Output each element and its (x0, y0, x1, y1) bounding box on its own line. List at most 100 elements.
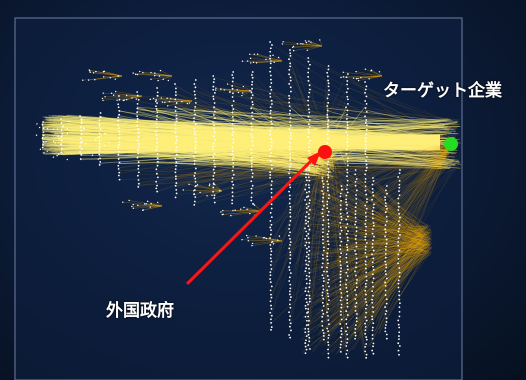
graph-node (300, 43, 302, 45)
graph-node (352, 77, 355, 79)
graph-node (209, 183, 211, 185)
graph-node (305, 297, 307, 300)
graph-node (339, 248, 342, 251)
graph-node (307, 128, 310, 131)
graph-node (193, 155, 195, 158)
graph-node (307, 104, 310, 107)
graph-node (308, 267, 310, 270)
graph-node (288, 325, 291, 328)
graph-node (99, 157, 101, 160)
graph-node (81, 120, 83, 122)
graph-node (289, 145, 291, 148)
graph-node (305, 234, 308, 237)
graph-node (242, 85, 244, 88)
graph-node (250, 97, 253, 99)
graph-node (364, 263, 367, 266)
graph-node (321, 309, 324, 312)
graph-node (307, 213, 310, 216)
graph-node (307, 303, 309, 306)
graph-node (355, 202, 358, 205)
graph-node (194, 113, 196, 116)
graph-node (212, 121, 215, 123)
graph-node (96, 136, 99, 139)
graph-node (398, 186, 401, 189)
graph-node (327, 79, 330, 82)
graph-node (371, 334, 374, 336)
graph-node (117, 116, 120, 119)
graph-node (137, 204, 139, 207)
graph-node (346, 314, 349, 316)
graph-node (322, 219, 325, 222)
graph-node (251, 184, 254, 187)
graph-node (365, 207, 368, 210)
graph-node (269, 57, 271, 60)
graph-node (252, 144, 254, 147)
graph-node (270, 293, 272, 296)
graph-node (364, 88, 367, 91)
graph-node (155, 105, 157, 108)
graph-node (307, 327, 310, 330)
graph-node (251, 76, 254, 79)
graph-node (60, 118, 62, 120)
graph-node (270, 326, 273, 328)
graph-node (270, 184, 273, 187)
graph-node (289, 219, 292, 222)
graph-node (114, 78, 116, 80)
graph-node (194, 93, 196, 96)
graph-node (327, 137, 329, 140)
graph-node (398, 290, 401, 293)
graph-node (103, 144, 106, 147)
graph-node (307, 245, 310, 248)
graph-node (364, 238, 367, 241)
graph-node (309, 279, 311, 282)
graph-node (371, 301, 374, 304)
graph-node (231, 85, 234, 87)
graph-node (277, 56, 280, 59)
graph-node (304, 307, 307, 310)
graph-node (346, 73, 349, 75)
graph-node (308, 249, 311, 252)
graph-node (270, 99, 273, 102)
graph-node (212, 95, 215, 98)
graph-node (154, 72, 156, 74)
graph-node (307, 330, 310, 333)
graph-node (326, 252, 329, 255)
graph-node (308, 131, 310, 134)
graph-node (355, 266, 357, 269)
graph-node (39, 148, 42, 151)
graph-node (327, 167, 330, 170)
graph-node (308, 286, 311, 289)
graph-node (222, 213, 224, 216)
graph-node (154, 75, 156, 77)
graph-node (292, 49, 295, 52)
graph-node (327, 278, 330, 281)
graph-node (193, 203, 196, 206)
graph-node (354, 309, 357, 312)
graph-node (271, 44, 273, 46)
graph-node (117, 150, 120, 153)
graph-node (322, 305, 325, 307)
graph-node (80, 137, 83, 140)
graph-node (308, 179, 311, 182)
graph-node (231, 123, 234, 125)
graph-node (327, 171, 330, 174)
graph-node (322, 193, 325, 195)
graph-node (365, 166, 368, 169)
graph-node (136, 94, 139, 97)
graph-node (384, 327, 387, 329)
graph-node (307, 232, 310, 235)
graph-node (251, 103, 254, 106)
graph-node (231, 96, 234, 98)
graph-node (385, 245, 387, 248)
graph-node (355, 189, 358, 192)
graph-node (384, 294, 387, 296)
graph-node (255, 62, 258, 64)
graph-node (364, 140, 367, 143)
graph-node (136, 149, 139, 151)
graph-node (66, 132, 69, 135)
graph-node (146, 200, 149, 203)
graph-node (346, 95, 349, 98)
graph-node (232, 183, 235, 186)
graph-node (322, 277, 325, 279)
graph-node (327, 210, 330, 213)
